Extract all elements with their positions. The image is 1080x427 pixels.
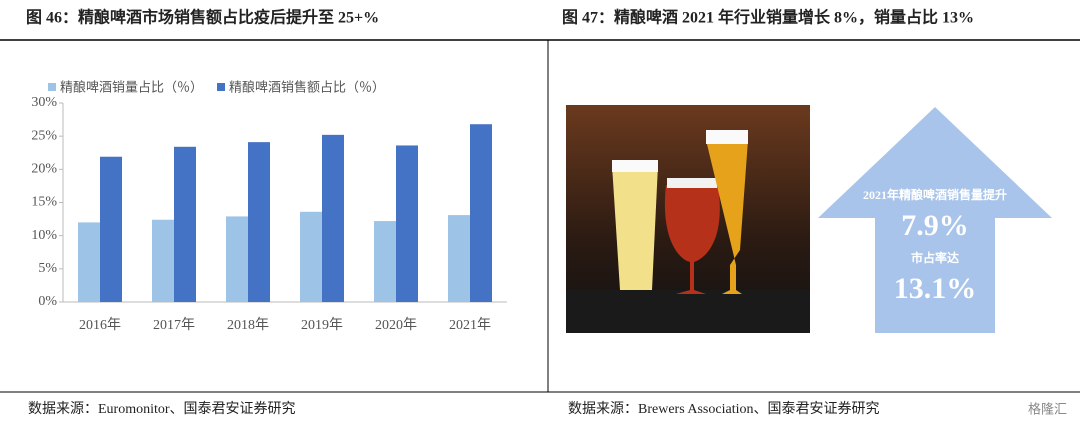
bar (78, 222, 100, 302)
bar (470, 124, 492, 302)
y-tick-label: 30% (31, 95, 57, 110)
y-tick-label: 10% (31, 228, 57, 243)
bar (300, 211, 322, 302)
legend-swatch (48, 83, 56, 91)
legend-label: 精酿啤酒销量占比（％） (60, 80, 203, 96)
legend-label: 精酿啤酒销售额占比（％） (229, 80, 385, 96)
arrow-value2: 13.1% (894, 272, 977, 305)
x-tick-label: 2020年 (375, 317, 417, 333)
arrow-value1: 7.9% (901, 209, 969, 242)
y-tick-label: 20% (31, 162, 57, 177)
x-tick-label: 2021年 (449, 317, 491, 333)
bar (100, 156, 122, 302)
arrow (818, 107, 1052, 333)
bar (152, 219, 174, 302)
x-tick-label: 2019年 (301, 317, 343, 333)
arrow-line1: 2021年精酿啤酒销售量提升 (863, 187, 1007, 202)
x-tick-label: 2016年 (79, 317, 121, 333)
bar (174, 146, 196, 302)
x-tick-label: 2017年 (153, 317, 195, 333)
bar (322, 134, 344, 302)
right-source: 数据来源：Brewers Association、国泰君安证券研究 (568, 401, 879, 417)
watermark: 格隆汇 (1028, 402, 1067, 418)
photo (566, 105, 810, 333)
y-tick-label: 25% (31, 128, 57, 143)
legend-swatch (217, 83, 226, 91)
y-tick-label: 5% (38, 261, 57, 276)
left-source: 数据来源：Euromonitor、国泰君安证券研究 (28, 401, 296, 417)
left-title: 图 46：精酿啤酒市场销售额占比疫后提升至 25+% (26, 8, 379, 27)
bar (448, 215, 470, 302)
bar (396, 145, 418, 302)
y-tick-label: 15% (31, 195, 57, 210)
y-tick-label: 0% (38, 294, 57, 309)
bar (248, 142, 270, 302)
arrow-line2: 市占率达 (911, 250, 959, 265)
right-title: 图 47：精酿啤酒 2021 年行业销量增长 8%，销量占比 13% (562, 8, 974, 27)
bar (226, 216, 248, 302)
x-tick-label: 2018年 (227, 317, 269, 333)
bar (374, 221, 396, 302)
